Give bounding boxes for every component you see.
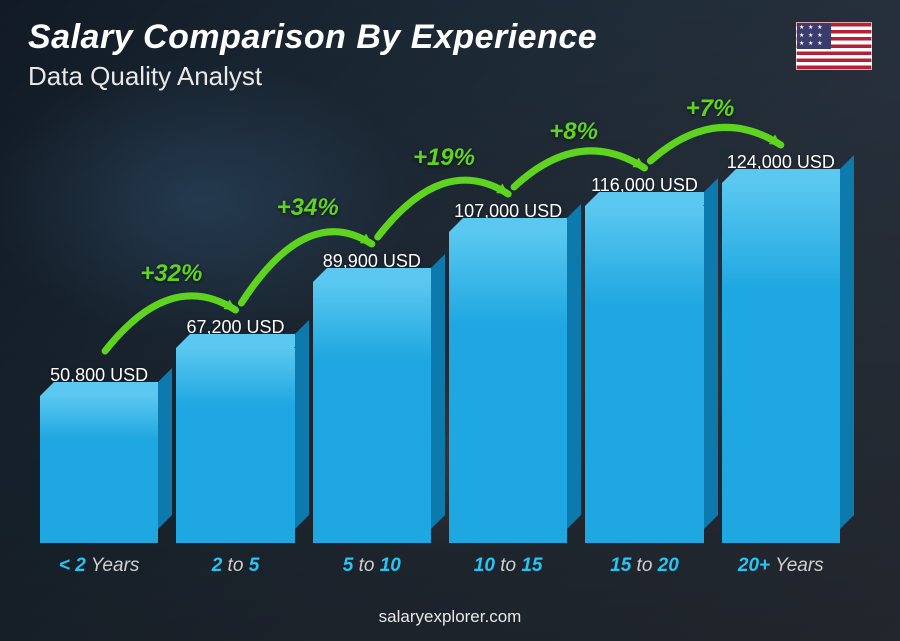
bar-top-face bbox=[449, 218, 581, 232]
bar-column: 107,000 USD bbox=[449, 201, 567, 543]
bar-side-face bbox=[431, 254, 445, 529]
bar bbox=[449, 232, 567, 543]
x-axis-label: 10 to 15 bbox=[449, 555, 567, 577]
bar-column: 50,800 USD bbox=[40, 365, 158, 543]
x-axis-label: 20+ Years bbox=[722, 555, 840, 577]
bar-column: 89,900 USD bbox=[313, 251, 431, 543]
bar-front-face bbox=[449, 232, 567, 543]
bar bbox=[313, 282, 431, 543]
x-axis-label: 15 to 20 bbox=[585, 555, 703, 577]
x-axis-labels: < 2 Years 2 to 5 5 to 10 10 to 15 15 to 20 20… bbox=[40, 555, 840, 577]
country-flag-icon bbox=[796, 22, 872, 70]
bar-top-face bbox=[176, 334, 308, 348]
bar-front-face bbox=[176, 348, 294, 543]
bar-top-face bbox=[585, 192, 717, 206]
bar bbox=[722, 183, 840, 543]
bar-chart: 50,800 USD67,200 USD89,900 USD107,000 US… bbox=[40, 110, 840, 571]
bar-side-face bbox=[158, 368, 172, 529]
bar-column: 67,200 USD bbox=[176, 317, 294, 543]
bar-top-face bbox=[40, 382, 172, 396]
x-axis-label: < 2 Years bbox=[40, 555, 158, 577]
page-title: Salary Comparison By Experience bbox=[28, 18, 597, 57]
bar-front-face bbox=[585, 206, 703, 543]
x-axis-label: 2 to 5 bbox=[176, 555, 294, 577]
bar-column: 124,000 USD bbox=[722, 152, 840, 543]
bar-top-face bbox=[313, 268, 445, 282]
footer-attribution: salaryexplorer.com bbox=[0, 607, 900, 627]
bar bbox=[176, 348, 294, 543]
bar-front-face bbox=[722, 183, 840, 543]
x-axis-label: 5 to 10 bbox=[313, 555, 431, 577]
bar-side-face bbox=[567, 204, 581, 529]
bars-container: 50,800 USD67,200 USD89,900 USD107,000 US… bbox=[40, 123, 840, 543]
page-subtitle: Data Quality Analyst bbox=[28, 61, 597, 92]
bar-side-face bbox=[295, 320, 309, 529]
bar bbox=[40, 396, 158, 543]
bar-column: 116,000 USD bbox=[585, 175, 703, 543]
bar bbox=[585, 206, 703, 543]
bar-front-face bbox=[313, 282, 431, 543]
title-block: Salary Comparison By Experience Data Qua… bbox=[28, 18, 597, 92]
bar-side-face bbox=[840, 155, 854, 529]
bar-side-face bbox=[704, 178, 718, 529]
bar-front-face bbox=[40, 396, 158, 543]
bar-top-face bbox=[722, 169, 854, 183]
